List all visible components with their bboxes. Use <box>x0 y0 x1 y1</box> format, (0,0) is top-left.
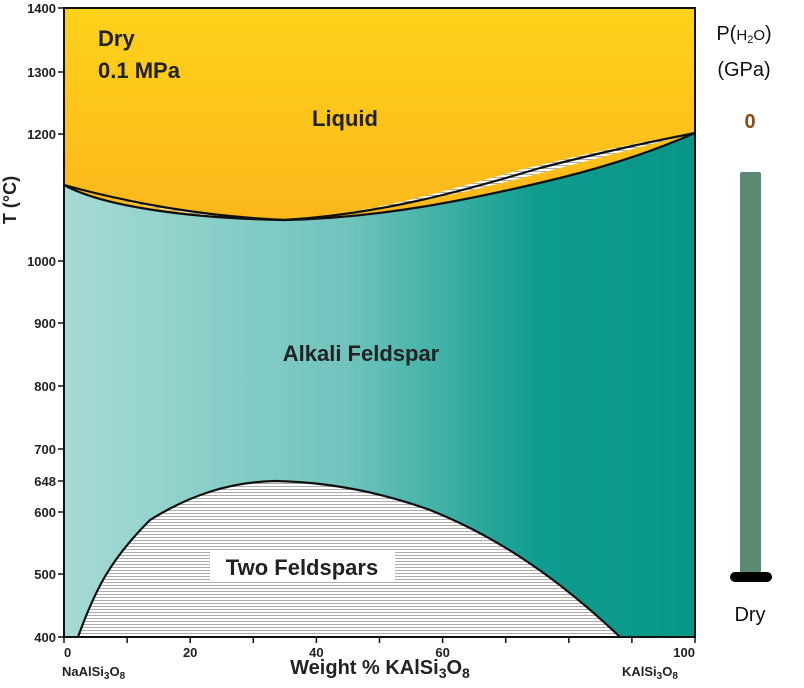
y-tick-label: 800 <box>34 379 56 394</box>
solidus-line <box>64 131 695 222</box>
x-tick-label: 60 <box>435 645 449 660</box>
liquid-label: Liquid <box>312 106 378 131</box>
two-feldspars-label-bg <box>210 550 395 582</box>
y-tick-label: 600 <box>34 505 56 520</box>
x-right-end-label: KAlSi3O8 <box>622 664 678 682</box>
x-tick-label: 0 <box>64 645 71 660</box>
liquidus-line <box>64 131 695 222</box>
x-axis-title: Weight % KAlSi3O8 <box>290 657 470 681</box>
pressure-slider-track[interactable] <box>740 172 761 577</box>
y-tick-label: 1000 <box>27 254 56 269</box>
two-feldspars-label: Two Feldspars <box>226 555 378 580</box>
y-tick-label: 700 <box>34 442 56 457</box>
y-axis-title: T (°C) <box>0 176 20 224</box>
x-tick-label: 40 <box>309 645 323 660</box>
y-tick-label: 900 <box>34 316 56 331</box>
pressure-value: 0 <box>744 111 755 133</box>
title-line-2: 0.1 MPa <box>98 58 181 83</box>
y-axis: 1400 1300 1200 1000 900 800 700 648 600 500 400 <box>27 1 64 645</box>
y-tick-label: 1300 <box>27 65 56 80</box>
pressure-label: P(H2O) <box>716 23 771 46</box>
pressure-slider-min-label: Dry <box>734 604 765 626</box>
x-left-end-label: NaAlSi3O8 <box>62 664 126 682</box>
y-tick-label: 1200 <box>27 127 56 142</box>
y-tick-label: 648 <box>34 474 56 489</box>
x-axis: 0 20 40 60 100 <box>63 637 696 660</box>
y-tick-label: 400 <box>34 630 56 645</box>
x-tick-label: 20 <box>183 645 197 660</box>
solvus-line <box>76 479 621 637</box>
pressure-slider-handle[interactable] <box>730 572 772 582</box>
x-tick-label: 100 <box>673 645 695 660</box>
y-tick-label: 500 <box>34 567 56 582</box>
alkali-feldspar-label: Alkali Feldspar <box>283 341 440 366</box>
title-line-1: Dry <box>98 26 135 51</box>
y-tick-label: 1400 <box>27 1 56 16</box>
pressure-unit-label: (GPa) <box>717 59 770 81</box>
